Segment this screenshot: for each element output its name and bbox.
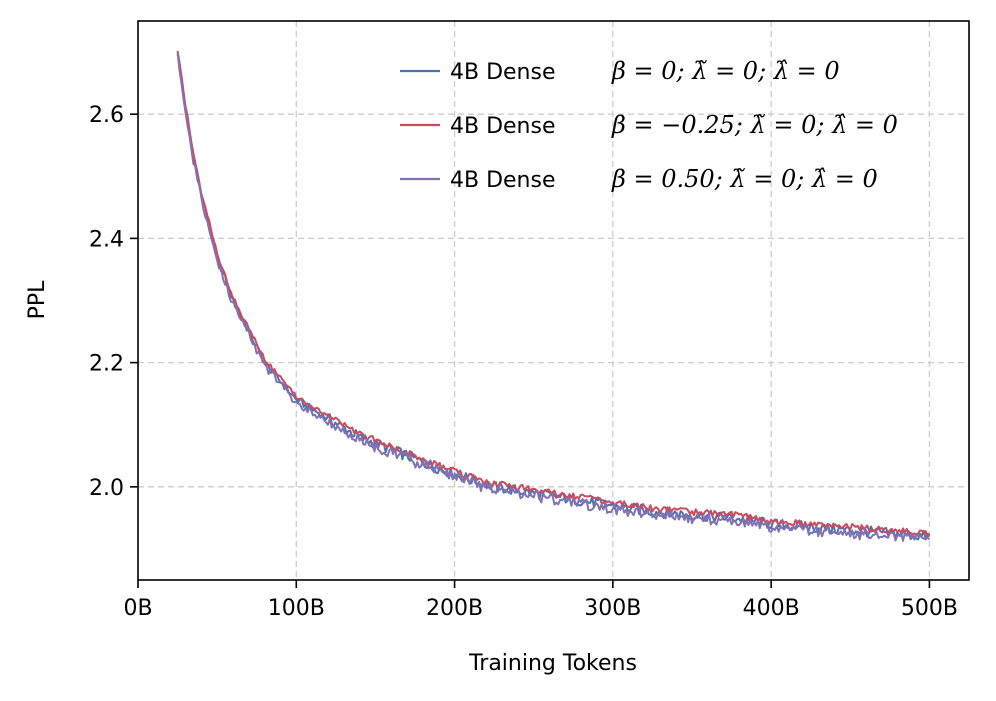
y-axis-label: PPL bbox=[25, 280, 50, 320]
legend-item-2: 4B Dense β = −0.25; λ̃ = 0; λ̂ = 0 bbox=[400, 111, 898, 139]
legend-math-label: β = −0.25; λ̃ = 0; λ̂ = 0 bbox=[611, 111, 898, 139]
legend-label: 4B Dense bbox=[450, 168, 556, 193]
x-tick-label: 300B bbox=[584, 596, 641, 621]
y-tick-label: 2.2 bbox=[89, 352, 124, 377]
x-tick-label: 400B bbox=[743, 596, 800, 621]
y-tick-label: 2.0 bbox=[89, 476, 124, 501]
y-tick-label: 2.4 bbox=[89, 227, 124, 252]
x-tick-label: 200B bbox=[426, 596, 483, 621]
plot-frame bbox=[137, 20, 970, 581]
x-tick-label: 100B bbox=[268, 596, 325, 621]
axis-ticks: 0B 100B 200B 300B 400B 500B 2.0 2.2 2.4 2.6 bbox=[89, 103, 958, 621]
legend-label: 4B Dense bbox=[450, 114, 556, 139]
legend: 4B Dense β = 0; λ̃ = 0; λ̂ = 0 4B Dense β =… bbox=[400, 57, 898, 193]
x-axis-label: Training Tokens bbox=[468, 651, 637, 676]
legend-item-3: 4B Dense β = 0.50; λ̃ = 0; λ̂ = 0 bbox=[400, 165, 878, 193]
legend-math-label: β = 0; λ̃ = 0; λ̂ = 0 bbox=[611, 57, 840, 85]
y-tick-label: 2.6 bbox=[89, 103, 124, 128]
legend-math-label: β = 0.50; λ̃ = 0; λ̂ = 0 bbox=[611, 165, 878, 193]
x-tick-label: 0B bbox=[123, 596, 152, 621]
series-layer bbox=[176, 50, 931, 542]
series-line-3 bbox=[176, 51, 931, 542]
legend-label: 4B Dense bbox=[450, 60, 556, 85]
legend-item-1: 4B Dense β = 0; λ̃ = 0; λ̂ = 0 bbox=[400, 57, 840, 85]
series-line-2 bbox=[176, 50, 931, 538]
grid bbox=[137, 21, 969, 580]
x-tick-label: 500B bbox=[901, 596, 958, 621]
